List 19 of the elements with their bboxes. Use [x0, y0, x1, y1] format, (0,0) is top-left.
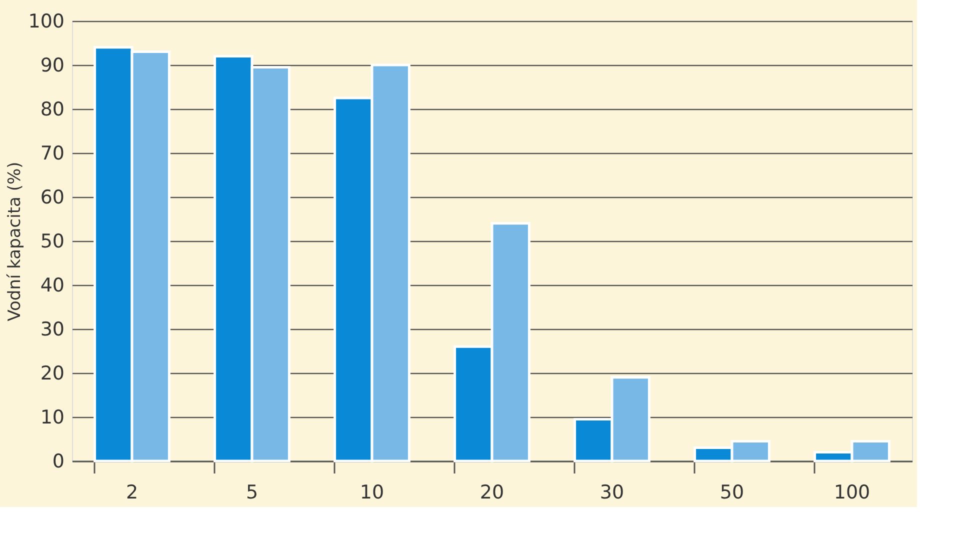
y-tick-label: 10 — [40, 406, 64, 428]
y-tick-label: 30 — [40, 318, 64, 340]
y-tick-label: 0 — [52, 450, 64, 472]
y-tick-label: 100 — [28, 10, 64, 32]
x-tick-label: 20 — [480, 482, 504, 504]
x-tick-label: 5 — [246, 482, 258, 504]
y-tick-label: 20 — [40, 362, 64, 384]
y-axis-title: Vodní kapacita (%) — [5, 162, 26, 322]
x-tick-label: 2 — [126, 482, 138, 504]
y-tick-label: 80 — [40, 98, 64, 120]
x-tick-label: 30 — [600, 482, 624, 504]
x-tick-label: 50 — [720, 482, 744, 504]
y-tick-label: 50 — [40, 230, 64, 252]
y-tick-label: 60 — [40, 186, 64, 208]
x-tick-label: 10 — [360, 482, 384, 504]
y-tick-label: 90 — [40, 54, 64, 76]
y-tick-label: 70 — [40, 142, 64, 164]
x-tick-label: 100 — [834, 482, 870, 504]
y-tick-label: 40 — [40, 274, 64, 296]
